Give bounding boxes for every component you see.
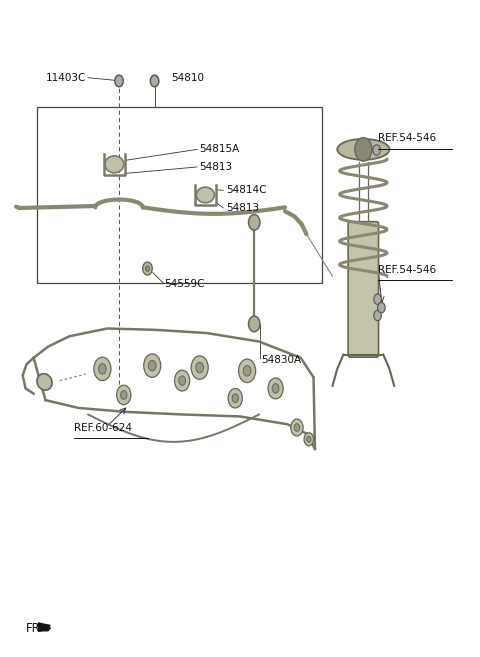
Text: REF.60-624: REF.60-624 bbox=[74, 422, 132, 432]
Circle shape bbox=[144, 354, 161, 377]
Circle shape bbox=[268, 378, 283, 399]
Circle shape bbox=[94, 357, 111, 380]
Text: 54810: 54810 bbox=[171, 73, 204, 83]
Ellipse shape bbox=[105, 156, 124, 173]
Circle shape bbox=[373, 145, 381, 155]
Circle shape bbox=[179, 376, 186, 385]
Circle shape bbox=[294, 424, 300, 432]
Circle shape bbox=[115, 75, 123, 87]
Text: REF.54-546: REF.54-546 bbox=[378, 265, 436, 275]
Circle shape bbox=[120, 390, 127, 399]
Text: 54813: 54813 bbox=[200, 162, 233, 172]
Ellipse shape bbox=[196, 187, 215, 203]
Text: 54559C: 54559C bbox=[164, 279, 204, 289]
Text: REF.54-546: REF.54-546 bbox=[378, 133, 436, 143]
Text: 54814C: 54814C bbox=[226, 185, 266, 195]
FancyBboxPatch shape bbox=[348, 221, 379, 357]
Circle shape bbox=[378, 302, 385, 313]
Circle shape bbox=[117, 385, 131, 405]
Circle shape bbox=[175, 370, 190, 391]
Circle shape bbox=[243, 365, 251, 376]
Circle shape bbox=[239, 359, 256, 382]
Circle shape bbox=[98, 363, 106, 374]
Polygon shape bbox=[38, 623, 50, 631]
Ellipse shape bbox=[337, 139, 389, 160]
Ellipse shape bbox=[37, 374, 52, 390]
Circle shape bbox=[150, 75, 159, 87]
Circle shape bbox=[355, 137, 372, 161]
Text: 54830A: 54830A bbox=[261, 355, 301, 365]
Circle shape bbox=[304, 433, 313, 445]
Text: FR.: FR. bbox=[25, 622, 44, 635]
Text: 54815A: 54815A bbox=[200, 145, 240, 154]
Circle shape bbox=[228, 388, 242, 408]
Circle shape bbox=[374, 294, 382, 304]
Bar bbox=[37, 107, 322, 283]
Circle shape bbox=[232, 394, 239, 403]
Circle shape bbox=[307, 436, 311, 442]
Circle shape bbox=[148, 360, 156, 371]
Circle shape bbox=[145, 266, 149, 271]
Circle shape bbox=[374, 310, 382, 321]
Circle shape bbox=[196, 362, 204, 373]
Circle shape bbox=[143, 262, 152, 275]
Text: 11403C: 11403C bbox=[46, 73, 86, 83]
Circle shape bbox=[249, 316, 260, 332]
Circle shape bbox=[191, 356, 208, 379]
Circle shape bbox=[272, 384, 279, 393]
Circle shape bbox=[291, 419, 303, 436]
Circle shape bbox=[249, 214, 260, 230]
Text: 54813: 54813 bbox=[226, 203, 259, 213]
